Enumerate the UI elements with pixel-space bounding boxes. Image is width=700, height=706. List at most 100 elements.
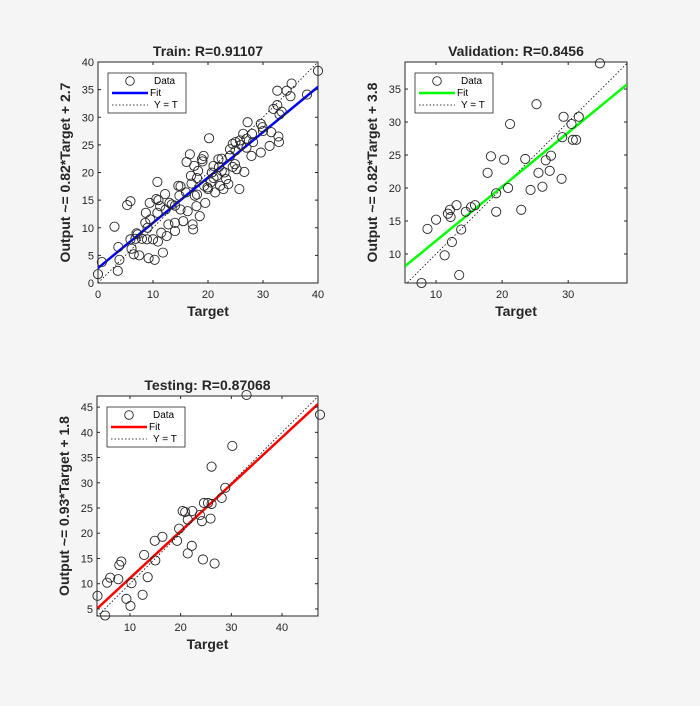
data-point: [189, 190, 200, 201]
y-tick-label: 5: [88, 250, 94, 262]
data-point: [113, 242, 124, 253]
y-tick-label: 25: [389, 150, 401, 162]
data-point: [134, 250, 145, 261]
chart-title: Testing: R=0.87068: [144, 377, 270, 393]
data-point: [143, 253, 154, 264]
data-point: [184, 149, 195, 160]
data-point: [141, 234, 152, 245]
data-point: [150, 555, 161, 566]
data-point: [241, 389, 252, 401]
y-tick-label: 20: [82, 168, 94, 180]
y-tick-label: 20: [389, 183, 401, 195]
y-tick-label: 35: [82, 85, 94, 97]
data-point: [122, 200, 133, 211]
x-tick-label: 20: [175, 622, 187, 634]
data-point: [186, 178, 197, 189]
data-point: [456, 224, 467, 235]
legend-data-marker: [125, 76, 135, 86]
data-point: [224, 144, 236, 155]
data-point: [431, 214, 442, 225]
data-point: [454, 270, 465, 281]
data-point: [533, 167, 544, 178]
data-point: [147, 234, 159, 245]
data-point: [216, 153, 227, 164]
data-point: [125, 196, 136, 207]
data-point: [264, 140, 275, 152]
data-point: [206, 461, 217, 472]
x-tick-label: 30: [562, 289, 574, 301]
data-point: [153, 195, 164, 206]
x-tick-label: 20: [496, 289, 508, 301]
data-point: [234, 184, 245, 195]
data-point: [200, 197, 211, 208]
data-point: [187, 219, 198, 230]
data-point: [208, 172, 219, 184]
y-tick-label: 25: [82, 140, 94, 152]
y-tick-label: 10: [81, 579, 93, 591]
identity-line: [98, 62, 318, 283]
data-point: [544, 165, 555, 176]
y-tick-label: 40: [82, 57, 94, 69]
data-point: [234, 135, 245, 146]
x-axis-label: Target: [495, 303, 537, 319]
data-point: [125, 600, 136, 611]
data-point: [239, 166, 250, 177]
y-axis-label: Output ~= 0.93*Target + 1.8: [56, 416, 72, 596]
data-point: [485, 151, 496, 162]
data-point: [156, 227, 167, 238]
data-point: [230, 145, 241, 156]
data-point: [202, 184, 214, 195]
data-point: [525, 184, 536, 196]
data-point: [446, 237, 457, 248]
data-point: [182, 514, 193, 525]
y-tick-label: 25: [81, 503, 93, 515]
y-tick-label: 10: [82, 223, 94, 235]
y-tick-label: 0: [88, 278, 94, 290]
data-point: [266, 127, 277, 138]
data-point: [126, 243, 137, 254]
data-point: [160, 188, 171, 200]
data-point: [169, 226, 181, 237]
data-point: [161, 230, 172, 242]
y-tick-label: 35: [389, 84, 401, 96]
data-point: [220, 482, 231, 493]
identity-line: [97, 396, 318, 616]
data-point: [230, 137, 241, 148]
data-point: [172, 535, 183, 546]
legend-data-marker: [124, 410, 134, 420]
data-point: [301, 89, 313, 100]
data-point: [152, 176, 163, 187]
data-point: [545, 150, 557, 161]
data-point: [92, 269, 104, 280]
data-point: [213, 154, 224, 165]
data-point: [273, 131, 284, 142]
data-point: [594, 58, 605, 69]
data-point: [137, 589, 148, 600]
legend-label-identity: Y = T: [153, 434, 177, 445]
data-point: [109, 221, 120, 232]
data-point: [182, 548, 193, 559]
data-point: [273, 137, 285, 148]
y-tick-label: 5: [87, 604, 93, 616]
data-point: [142, 222, 153, 233]
legend-label-identity: Y = T: [154, 100, 178, 111]
data-point: [516, 204, 527, 215]
data-point: [196, 516, 207, 527]
data-point: [149, 535, 160, 546]
data-point: [204, 133, 215, 144]
y-tick-label: 35: [81, 453, 93, 465]
data-point: [442, 208, 453, 219]
data-point: [92, 590, 103, 601]
data-point: [114, 254, 125, 265]
y-tick-label: 20: [81, 528, 93, 540]
data-point: [113, 574, 124, 585]
x-tick-label: 40: [312, 289, 324, 301]
data-point: [499, 154, 510, 165]
data-point: [157, 247, 168, 258]
data-point: [227, 440, 238, 452]
data-point: [169, 200, 181, 211]
data-point: [223, 179, 234, 190]
data-point: [215, 180, 226, 191]
data-point: [573, 111, 584, 122]
data-point: [178, 216, 189, 227]
